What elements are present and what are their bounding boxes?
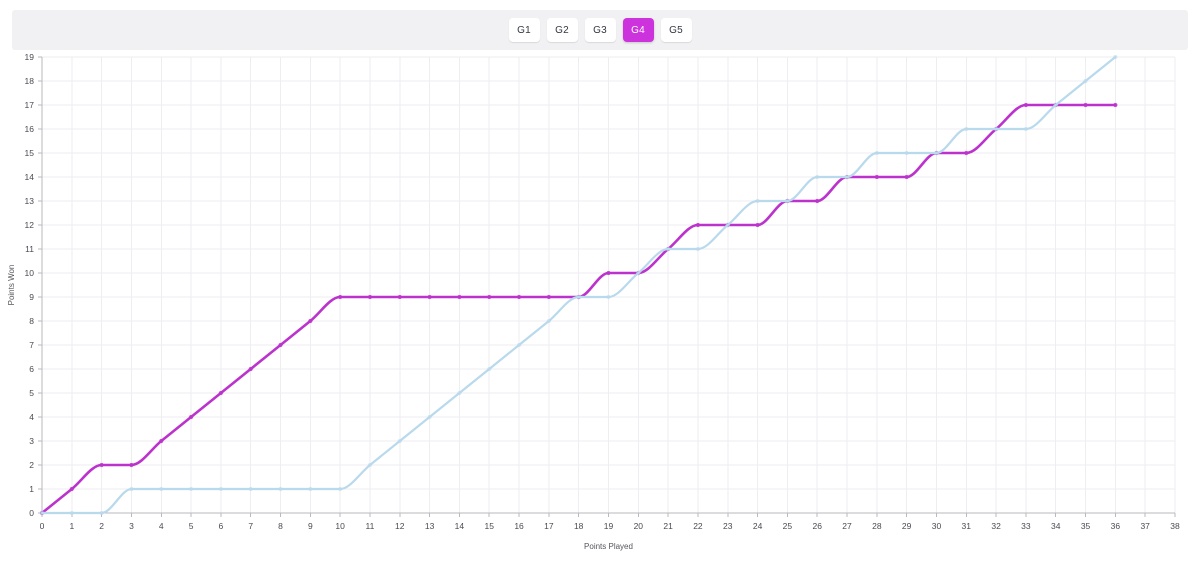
svg-text:2: 2 <box>99 521 104 531</box>
svg-text:15: 15 <box>25 148 35 158</box>
svg-text:9: 9 <box>29 292 34 302</box>
svg-text:Points Played: Points Played <box>584 542 633 551</box>
svg-text:14: 14 <box>25 172 35 182</box>
svg-text:9: 9 <box>308 521 313 531</box>
svg-text:13: 13 <box>425 521 435 531</box>
svg-text:35: 35 <box>1081 521 1091 531</box>
svg-text:38: 38 <box>1170 521 1180 531</box>
svg-text:20: 20 <box>634 521 644 531</box>
svg-text:8: 8 <box>278 521 283 531</box>
svg-text:37: 37 <box>1140 521 1150 531</box>
svg-text:16: 16 <box>514 521 524 531</box>
points-won-line-chart: 0 1 2 3 4 5 6 7 8 9 10 11 12 13 14 15 16 17 18 19 20 21 22 23 24… <box>0 50 1200 562</box>
svg-text:11: 11 <box>366 521 375 531</box>
svg-text:26: 26 <box>812 521 822 531</box>
svg-text:17: 17 <box>25 100 35 110</box>
tab-g4[interactable]: G4 <box>622 18 654 42</box>
svg-text:8: 8 <box>29 316 34 326</box>
svg-text:3: 3 <box>129 521 134 531</box>
tab-g1[interactable]: G1 <box>508 18 540 42</box>
svg-text:24: 24 <box>753 521 763 531</box>
svg-text:14: 14 <box>455 521 465 531</box>
svg-text:1: 1 <box>29 484 34 494</box>
svg-text:34: 34 <box>1051 521 1061 531</box>
svg-text:0: 0 <box>29 508 34 518</box>
svg-text:6: 6 <box>29 364 34 374</box>
svg-text:27: 27 <box>842 521 852 531</box>
svg-text:16: 16 <box>25 124 35 134</box>
chart-svg: 0 1 2 3 4 5 6 7 8 9 10 11 12 13 14 15 16 17 18 19 20 21 22 23 24… <box>7 52 1180 551</box>
svg-text:29: 29 <box>902 521 912 531</box>
svg-text:22: 22 <box>693 521 703 531</box>
svg-text:11: 11 <box>25 244 34 254</box>
svg-text:15: 15 <box>485 521 495 531</box>
svg-text:4: 4 <box>29 412 34 422</box>
svg-text:4: 4 <box>159 521 164 531</box>
svg-text:28: 28 <box>872 521 882 531</box>
svg-text:19: 19 <box>25 52 35 62</box>
chart-axes <box>38 56 1176 517</box>
svg-text:2: 2 <box>29 460 34 470</box>
svg-text:36: 36 <box>1111 521 1121 531</box>
svg-text:5: 5 <box>29 388 34 398</box>
svg-text:7: 7 <box>248 521 253 531</box>
svg-text:0: 0 <box>40 521 45 531</box>
series-player-b <box>39 54 1118 516</box>
svg-text:19: 19 <box>604 521 614 531</box>
tab-g5[interactable]: G5 <box>660 18 692 42</box>
chart-gridlines <box>42 56 1176 513</box>
svg-text:7: 7 <box>29 340 34 350</box>
svg-text:Points Won: Points Won <box>7 265 16 306</box>
svg-text:10: 10 <box>25 268 35 278</box>
svg-text:12: 12 <box>395 521 405 531</box>
svg-text:32: 32 <box>991 521 1001 531</box>
svg-text:5: 5 <box>189 521 194 531</box>
svg-text:18: 18 <box>574 521 584 531</box>
svg-text:25: 25 <box>783 521 793 531</box>
chart-tick-labels: 0 1 2 3 4 5 6 7 8 9 10 11 12 13 14 15 16 17 18 19 20 21 22 23 24… <box>25 52 1180 531</box>
svg-text:13: 13 <box>25 196 35 206</box>
svg-text:17: 17 <box>544 521 554 531</box>
svg-text:10: 10 <box>335 521 345 531</box>
svg-text:1: 1 <box>69 521 74 531</box>
svg-text:31: 31 <box>962 521 972 531</box>
svg-text:3: 3 <box>29 436 34 446</box>
svg-text:6: 6 <box>219 521 224 531</box>
svg-text:12: 12 <box>25 220 35 230</box>
svg-text:33: 33 <box>1021 521 1031 531</box>
svg-text:23: 23 <box>723 521 733 531</box>
tab-g2[interactable]: G2 <box>546 18 578 42</box>
chart-series <box>39 54 1118 516</box>
chart-axis-titles: Points Played Points Won <box>7 265 633 551</box>
svg-text:21: 21 <box>663 521 673 531</box>
svg-text:30: 30 <box>932 521 942 531</box>
tab-g3[interactable]: G3 <box>584 18 616 42</box>
game-tab-bar: G1 G2 G3 G4 G5 <box>12 10 1188 50</box>
svg-text:18: 18 <box>25 76 35 86</box>
